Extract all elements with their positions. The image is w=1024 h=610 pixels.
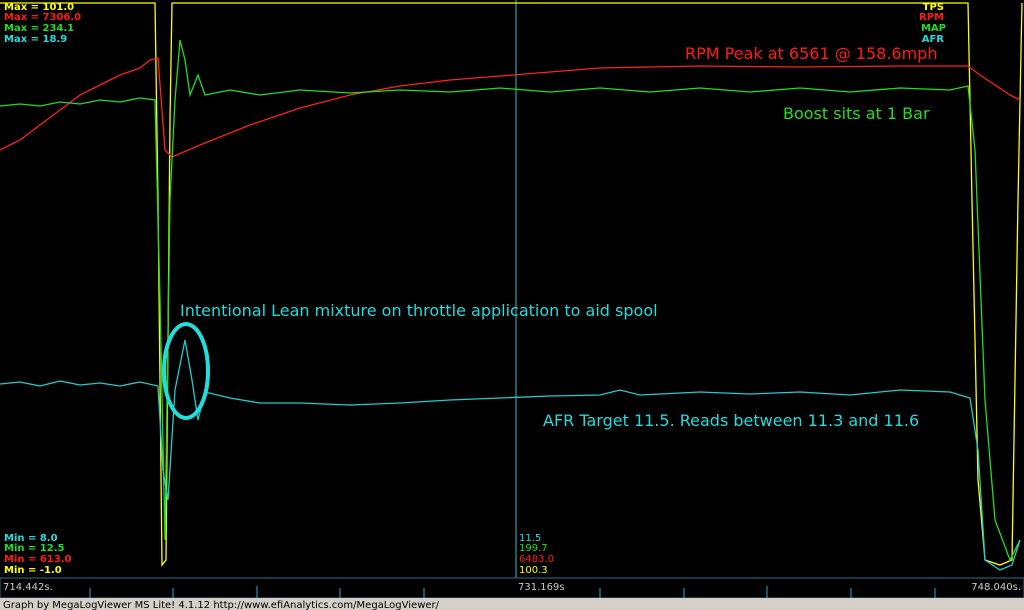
min-label: Min = 8.0 xyxy=(4,533,58,544)
rpm-trace xyxy=(0,57,1021,158)
time-ticks xyxy=(89,586,936,598)
max-label: Max = 101.0 xyxy=(4,2,74,13)
footer-bar xyxy=(0,598,1024,610)
time-bar xyxy=(0,577,1024,599)
annotation: Boost sits at 1 Bar xyxy=(783,104,930,123)
max-label: Max = 18.9 xyxy=(4,34,67,45)
legend-entry: TPS xyxy=(923,2,944,13)
max-label: Max = 7306.0 xyxy=(4,12,81,23)
min-label: Min = 12.5 xyxy=(4,543,65,554)
highlight-ellipse xyxy=(162,322,210,420)
graph-area xyxy=(0,0,1024,578)
legend-entry: AFR xyxy=(922,34,945,45)
min-label: Min = -1.0 xyxy=(4,565,62,576)
cursor-value: 100.3 xyxy=(519,565,548,576)
annotation: Intentional Lean mixture on throttle app… xyxy=(180,301,658,320)
annotation: AFR Target 11.5. Reads between 11.3 and … xyxy=(543,411,919,430)
afr-trace xyxy=(0,339,1021,571)
cursor-value: 6483.0 xyxy=(519,554,554,565)
max-label: Max = 234.1 xyxy=(4,23,74,34)
annotation: RPM Peak at 6561 @ 158.6mph xyxy=(685,44,937,63)
legend-entry: MAP xyxy=(921,23,946,34)
cursor-value: 199.7 xyxy=(519,543,548,554)
time-label: 748.040s. xyxy=(971,582,1021,593)
time-label: 731.169s xyxy=(518,582,565,593)
time-label: 714.442s. xyxy=(3,582,53,593)
cursor-value: 11.5 xyxy=(519,533,541,544)
min-label: Min = 613.0 xyxy=(4,554,72,565)
map-trace xyxy=(0,39,1021,562)
tps-trace xyxy=(0,2,1023,567)
footer: Graph by MegaLogViewer MS Lite! 4.1.12 h… xyxy=(3,600,440,610)
legend-entry: RPM xyxy=(919,12,944,23)
